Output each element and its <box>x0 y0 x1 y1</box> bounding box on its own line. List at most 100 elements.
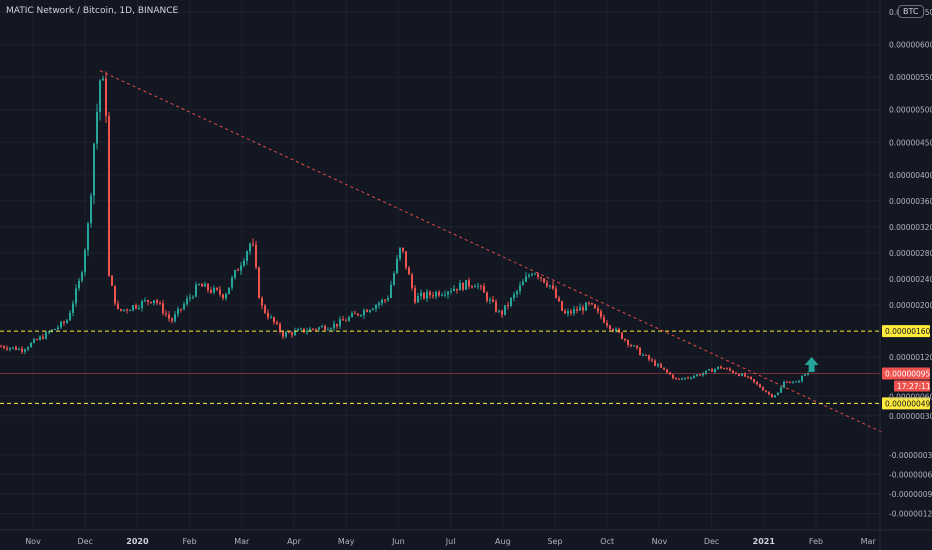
arrow-up-annotation <box>804 356 819 372</box>
candle-body <box>615 328 617 332</box>
level-label-bg <box>882 325 930 338</box>
candle-body <box>6 347 8 350</box>
candle-body <box>798 381 800 383</box>
candle-body <box>21 348 23 352</box>
time-axis[interactable]: Nov Dec 2020 Feb Mar Apr May Jun Jul Aug Sep Oct Nov… <box>0 529 932 546</box>
candle-body <box>3 346 5 348</box>
candle-body <box>192 296 194 298</box>
candle-body <box>228 287 230 295</box>
x-tick-label: Nov <box>652 537 668 546</box>
candle-body <box>123 309 125 311</box>
candle-body <box>753 379 755 383</box>
candle-body <box>399 247 401 259</box>
candle-body <box>90 195 92 224</box>
candle-body <box>330 328 332 330</box>
candle-body <box>39 336 41 340</box>
candle-body <box>579 307 581 311</box>
candle-body <box>0 346 2 348</box>
candle-body <box>621 332 623 339</box>
candle-body <box>672 374 674 379</box>
candle-body <box>564 310 566 314</box>
candles <box>0 71 809 398</box>
candle-body <box>381 299 383 304</box>
y-tick-label: 0.00000450 <box>889 138 932 147</box>
candle-body <box>498 310 500 312</box>
candle-body <box>417 296 419 303</box>
candle-body <box>318 327 320 330</box>
candle-body <box>405 251 407 268</box>
candle-body <box>402 247 404 252</box>
trendline[interactable] <box>99 70 883 433</box>
candle-body <box>66 320 68 324</box>
candle-body <box>633 345 635 347</box>
candle-body <box>678 378 680 380</box>
candle-body <box>732 370 734 373</box>
x-tick-label: Oct <box>600 537 614 546</box>
candle-body <box>297 329 299 331</box>
candle-body <box>357 313 359 316</box>
candle-body <box>477 285 479 287</box>
x-tick-label: Dec <box>704 537 719 546</box>
y-tick-label: 0.00000120 <box>889 353 932 362</box>
candle-body <box>138 307 140 309</box>
candle-body <box>348 317 350 321</box>
y-tick-label: 0.00000400 <box>889 171 932 180</box>
candle-body <box>585 302 587 311</box>
candle-body <box>225 294 227 299</box>
candle-body <box>327 329 329 331</box>
candle-body <box>372 308 374 311</box>
candle-body <box>468 280 470 287</box>
candle-body <box>12 347 14 349</box>
candle-body <box>288 332 290 334</box>
x-tick-label: Jul <box>445 537 456 546</box>
level-label: 0.00000049 <box>885 399 931 408</box>
candle-body <box>222 294 224 299</box>
candle-body <box>84 250 86 273</box>
candle-body <box>312 328 314 330</box>
arrow-up-icon <box>804 356 819 372</box>
candle-body <box>183 304 185 310</box>
candle-body <box>243 260 245 266</box>
y-tick-label: 0.00000240 <box>889 275 932 284</box>
horizontal-levels[interactable]: 0.00000160 0.00000049 0.00000095 17:27:11 <box>0 325 931 410</box>
y-tick-label: 0.00000030 <box>889 412 932 421</box>
candle-body <box>423 292 425 299</box>
candle-body <box>591 303 593 305</box>
candle-body <box>150 301 152 304</box>
candle-body <box>216 287 218 290</box>
candle-body <box>630 344 632 346</box>
candle-body <box>75 288 77 304</box>
candle-body <box>666 369 668 373</box>
candle-body <box>750 376 752 380</box>
price-axis[interactable]: 0.000006500.000006000.000005500.00000500… <box>879 0 932 550</box>
candle-body <box>411 274 413 289</box>
candle-body <box>531 274 533 276</box>
candle-body <box>30 342 32 348</box>
candle-body <box>147 300 149 302</box>
candle-body <box>426 291 428 299</box>
candle-body <box>72 303 74 313</box>
candle-body <box>516 291 518 295</box>
candle-body <box>180 308 182 310</box>
candle-body <box>363 310 365 316</box>
candle-body <box>162 303 164 314</box>
current-price-label: 0.00000095 <box>885 369 931 378</box>
candle-body <box>726 368 728 370</box>
candle-body <box>495 301 497 312</box>
candle-body <box>744 373 746 377</box>
candle-body <box>795 381 797 383</box>
candle-body <box>393 273 395 285</box>
x-tick-label: 2021 <box>753 537 776 546</box>
currency-badge[interactable]: BTC <box>898 5 924 18</box>
x-tick-label: 2020 <box>126 537 149 546</box>
candle-body <box>18 348 20 350</box>
candle-body <box>336 323 338 327</box>
candle-body <box>651 359 653 361</box>
x-tick-label: Nov <box>25 537 41 546</box>
candle-body <box>303 328 305 333</box>
candle-body <box>780 387 782 393</box>
candle-body <box>483 286 485 293</box>
x-tick-label: Dec <box>77 537 92 546</box>
candle-body <box>480 285 482 287</box>
